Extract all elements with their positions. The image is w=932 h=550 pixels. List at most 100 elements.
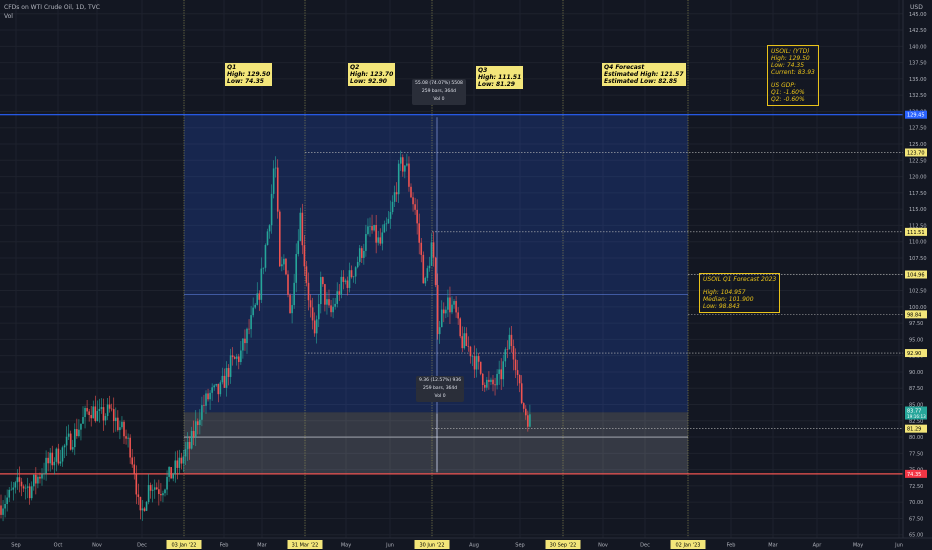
- candle-body: [404, 165, 406, 172]
- candle-body: [418, 223, 420, 243]
- candle-body: [299, 212, 302, 241]
- x-tick-highlight: [414, 540, 450, 549]
- y-tick-label: 72.50: [909, 484, 923, 490]
- candle-body: [65, 436, 68, 446]
- candle-body: [217, 383, 220, 395]
- candle-body: [197, 421, 199, 425]
- candle-body: [352, 276, 355, 278]
- candle-body: [59, 461, 62, 464]
- candle-body: [250, 315, 252, 330]
- tooltip-line: 9.36 (12.57%) 936: [419, 378, 462, 383]
- candle-body: [274, 167, 277, 169]
- candle-body: [41, 474, 43, 479]
- candle-body: [291, 305, 293, 314]
- candle-body: [74, 429, 76, 448]
- candle-body: [176, 460, 179, 468]
- x-tick-label: 02 Jan '23: [676, 543, 701, 549]
- candle-body: [342, 276, 345, 282]
- q1-annotation[interactable]: Q1 High: 129.50 Low: 74.35: [225, 63, 273, 86]
- x-tick-label: Sep: [515, 543, 524, 549]
- y-tick-label: 120.00: [909, 175, 927, 181]
- candle-body: [346, 280, 349, 288]
- q4-label: Q4 Forecast: [604, 64, 645, 71]
- candle-body: [490, 379, 492, 382]
- candle-body: [145, 502, 148, 511]
- x-tick-label: Aug: [469, 543, 479, 549]
- q4-low: Estimated Low: 82.85: [604, 78, 678, 85]
- candle-body: [324, 284, 326, 305]
- candle-body: [88, 411, 90, 416]
- candle-body: [391, 201, 394, 212]
- q1-2023-forecast-note[interactable]: USOIL Q1 Forecast 2023 High: 104.957 Med…: [699, 273, 781, 313]
- candle-body: [420, 242, 423, 255]
- candle-body: [104, 416, 107, 421]
- candle-body: [502, 361, 505, 380]
- candle-body: [149, 485, 152, 491]
- y-tick-label: 100.00: [909, 305, 927, 311]
- candle-body: [205, 393, 207, 406]
- ytd-note[interactable]: USOIL: (YTD) High: 129.50 Low: 74.35 Cur…: [767, 45, 819, 106]
- candle-body: [276, 167, 279, 212]
- candle-body: [258, 293, 261, 300]
- candle-body: [486, 379, 488, 388]
- candle-body: [297, 240, 300, 255]
- candle-body: [377, 237, 379, 243]
- candle-body: [457, 312, 459, 319]
- current-price-label: 83.77: [907, 409, 921, 415]
- q2-annotation[interactable]: Q2 High: 123.70 Low: 92.90: [348, 63, 396, 86]
- q4-forecast-annotation[interactable]: Q4 Forecast Estimated High: 121.57 Estim…: [602, 63, 686, 86]
- candle-body: [131, 457, 133, 465]
- candle-body: [518, 374, 521, 384]
- candle-body: [100, 407, 103, 409]
- candle-body: [356, 261, 359, 268]
- x-tick-label: Oct: [54, 543, 63, 549]
- candle-body: [6, 497, 8, 505]
- current-price-countdown: 19:16:13: [907, 414, 926, 419]
- candle-body: [153, 487, 156, 490]
- measure-tooltip-bottom: 9.36 (12.57%) 936 259 bars, 364d Vol 0: [416, 376, 465, 402]
- candle-body: [12, 487, 15, 490]
- candle-body: [139, 496, 142, 511]
- candle-body: [389, 211, 392, 219]
- ytd-line: US GDP:: [771, 82, 796, 89]
- candle-body: [264, 245, 267, 268]
- current-price-tag: [905, 406, 927, 420]
- candle-body: [129, 437, 131, 458]
- candle-body: [315, 319, 318, 334]
- candle-body: [18, 477, 21, 482]
- candle-body: [301, 212, 304, 246]
- q2-high: High: 123.70: [350, 71, 394, 78]
- candle-body: [55, 448, 58, 462]
- x-tick-highlight: [166, 540, 202, 549]
- q3-annotation[interactable]: Q3 High: 111.51 Low: 81.29: [476, 66, 524, 89]
- price-level-tag: [905, 310, 927, 319]
- candle-body: [395, 192, 398, 195]
- candle-body: [381, 232, 384, 244]
- candle-body: [438, 327, 441, 335]
- x-tick-label: Apr: [813, 543, 823, 549]
- candle-body: [422, 254, 425, 284]
- candle-body: [272, 168, 275, 194]
- y-tick-label: 82.50: [909, 419, 923, 425]
- x-tick-label: Feb: [727, 543, 736, 549]
- candle-body: [80, 423, 82, 430]
- candle-body: [43, 473, 45, 475]
- y-tick-label: 122.50: [909, 158, 927, 164]
- candle-body: [143, 508, 146, 511]
- candle-body: [285, 258, 287, 275]
- candle-body: [90, 415, 92, 419]
- candle-body: [408, 163, 410, 187]
- x-tick-label: Dec: [640, 543, 650, 549]
- candle-body: [117, 417, 119, 431]
- candle-body: [182, 456, 185, 464]
- candle-body: [227, 368, 230, 377]
- candle-body: [190, 431, 193, 449]
- candle-body: [30, 486, 33, 499]
- candle-body: [475, 356, 478, 370]
- ytd-line: Q2: -0.60%: [771, 96, 805, 103]
- candle-body: [449, 297, 451, 313]
- price-level-label: 98.84: [907, 312, 921, 318]
- candle-body: [219, 382, 222, 395]
